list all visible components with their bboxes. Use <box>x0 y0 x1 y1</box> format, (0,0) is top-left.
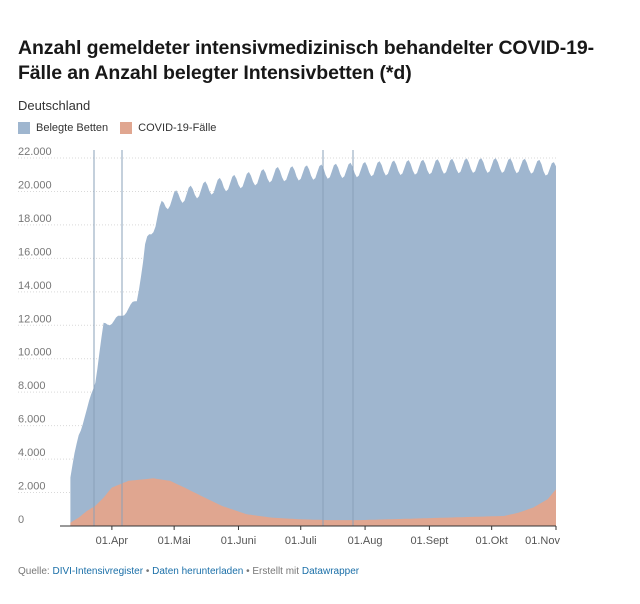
legend-item-beds: Belegte Betten <box>18 122 108 134</box>
y-axis-labels: 0 2.000 4.000 6.000 8.000 10.000 12.000 14.000 1… <box>18 146 52 526</box>
legend-label-covid: COVID-19-Fälle <box>138 122 217 134</box>
y-tick-label: 4.000 <box>18 447 46 459</box>
y-tick-label: 8.000 <box>18 380 46 392</box>
footer-separator-2: • Erstellt mit <box>246 566 300 577</box>
series-area-covid-19-faelle <box>70 478 557 526</box>
y-tick-label: 22.000 <box>18 146 52 158</box>
y-tick-label: 10.000 <box>18 347 52 359</box>
footer-separator-1: • <box>145 566 150 577</box>
chart-footer: Quelle: DIVI-Intensivregister • Daten he… <box>18 566 359 577</box>
chart-title: Anzahl gemeldeter intensivmedizinisch be… <box>18 37 594 84</box>
y-tick-label: 18.000 <box>18 213 52 225</box>
legend-swatch-covid <box>120 122 133 134</box>
legend: Belegte Betten COVID-19-Fälle <box>18 122 622 134</box>
x-tick-label: 01.Juli <box>285 535 317 547</box>
chart-header: Anzahl gemeldeter intensivmedizinisch be… <box>18 36 622 134</box>
footer-source-link[interactable]: DIVI-Intensivregister <box>52 566 144 577</box>
x-tick-label: 01.Sept <box>410 535 448 547</box>
y-tick-label: 20.000 <box>18 179 52 191</box>
y-tick-label: 16.000 <box>18 246 52 258</box>
chart-subtitle: Deutschland <box>18 98 91 113</box>
x-tick-label: 01.Aug <box>348 535 383 547</box>
x-tick-label: 01.Okt <box>475 535 507 547</box>
legend-swatch-beds <box>18 122 30 134</box>
legend-item-covid: COVID-19-Fälle <box>120 122 216 134</box>
footer-tool-link[interactable]: Datawrapper <box>301 566 360 577</box>
x-tick-label: 01.Juni <box>221 535 256 547</box>
y-tick-label: 6.000 <box>18 414 46 426</box>
x-tick-label: 01.Mai <box>158 535 191 547</box>
legend-label-beds: Belegte Betten <box>36 122 109 134</box>
y-tick-label: 12.000 <box>18 313 52 325</box>
x-tick-label: 01.Apr <box>96 535 129 547</box>
y-tick-label: 0 <box>18 514 24 526</box>
footer-download-link[interactable]: Daten herunterladen <box>152 566 244 577</box>
footer-source-label: Quelle: <box>18 566 50 577</box>
y-tick-label: 2.000 <box>18 481 46 493</box>
series-area-belegte-betten <box>70 158 557 526</box>
x-axis-labels: 01.Apr 01.Mai 01.Juni 01.Juli 01.Aug 01.Sept 0… <box>96 526 560 547</box>
y-tick-label: 14.000 <box>18 280 52 292</box>
x-tick-label: 01.Nov <box>525 535 560 547</box>
reference-lines <box>93 150 354 526</box>
